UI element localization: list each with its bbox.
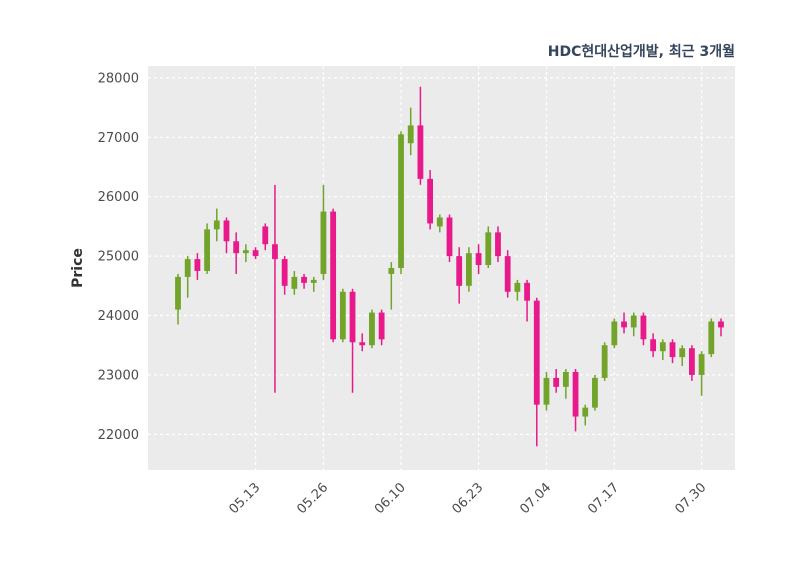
candle-body — [543, 377, 550, 405]
y-tick-label: 24000 — [98, 309, 139, 324]
candle-body — [272, 244, 278, 260]
y-tick-label: 23000 — [98, 368, 139, 383]
candle-body — [310, 279, 317, 283]
x-axis-tick-labels: 05.13 05.26 06.10 06.23 07.04 07.17 07.30 — [226, 480, 709, 517]
x-tick-label: 07.17 — [585, 480, 622, 517]
chart-title: HDC현대산업개발, 최근 3개월 — [548, 43, 735, 60]
candle-body — [640, 315, 647, 340]
candle-body — [407, 125, 414, 144]
candle-body — [223, 220, 230, 242]
candle-body — [242, 250, 249, 254]
candle-body — [524, 282, 530, 301]
x-tick-label: 07.30 — [673, 480, 710, 517]
candle-body — [339, 291, 346, 340]
candle-body — [621, 321, 627, 328]
x-tick-label: 07.04 — [517, 480, 554, 517]
candle-body — [436, 217, 443, 227]
candle-body — [504, 256, 511, 292]
candle-body — [533, 300, 540, 405]
y-tick-label: 25000 — [98, 250, 139, 265]
y-tick-label: 28000 — [98, 71, 139, 86]
candle-body — [659, 342, 666, 352]
candle-body — [417, 125, 424, 179]
candle-body — [204, 229, 210, 271]
candle-body — [369, 312, 375, 346]
candle-body — [301, 276, 307, 283]
candle-body — [465, 253, 472, 286]
candle-body — [427, 178, 434, 224]
y-tick-label: 27000 — [98, 131, 139, 146]
candle-body — [698, 354, 705, 375]
candle-body — [262, 226, 269, 245]
candle-body — [213, 220, 220, 230]
candle-body — [495, 232, 501, 257]
candle-body — [572, 371, 579, 417]
candle-body — [194, 259, 201, 271]
candles-series — [175, 86, 724, 447]
candle-body — [718, 321, 724, 328]
candle-body — [320, 211, 327, 274]
candle-body — [650, 339, 657, 352]
x-tick-label: 05.26 — [294, 480, 331, 517]
candle-body — [388, 268, 395, 274]
candle-body — [456, 256, 463, 286]
candle-body — [359, 342, 366, 346]
y-axis-label: Price — [70, 248, 86, 288]
candle-body — [252, 250, 259, 257]
candle-body — [281, 259, 288, 286]
candle-body — [582, 407, 589, 417]
y-tick-label: 22000 — [98, 428, 139, 443]
candle-body — [184, 259, 191, 277]
candle-body — [349, 291, 356, 343]
candle-body — [562, 371, 569, 387]
candle-body — [233, 241, 240, 254]
candle-body — [679, 348, 686, 358]
candle-body — [611, 321, 618, 346]
candle-body — [175, 276, 181, 310]
candle-body — [378, 312, 385, 340]
candle-body — [689, 348, 695, 375]
candle-body — [398, 134, 404, 268]
candle-body — [553, 377, 560, 387]
candle-body — [475, 253, 482, 266]
candle-body — [708, 321, 715, 355]
candle-body — [514, 282, 521, 292]
candle-body — [446, 217, 453, 257]
candle-body — [669, 342, 676, 358]
candle-body — [291, 276, 298, 289]
y-axis-tick-labels: 22000 23000 24000 25000 26000 27000 28000 — [98, 71, 139, 442]
x-tick-label: 05.13 — [226, 480, 263, 517]
candle-body — [630, 315, 637, 328]
x-tick-label: 06.10 — [372, 480, 409, 517]
candle-body — [485, 232, 492, 266]
candle-body — [601, 345, 608, 378]
y-tick-label: 26000 — [98, 190, 139, 205]
plot-area — [148, 66, 735, 470]
candle-body — [592, 377, 598, 408]
candle-body — [330, 211, 337, 340]
x-tick-label: 06.23 — [449, 480, 486, 517]
